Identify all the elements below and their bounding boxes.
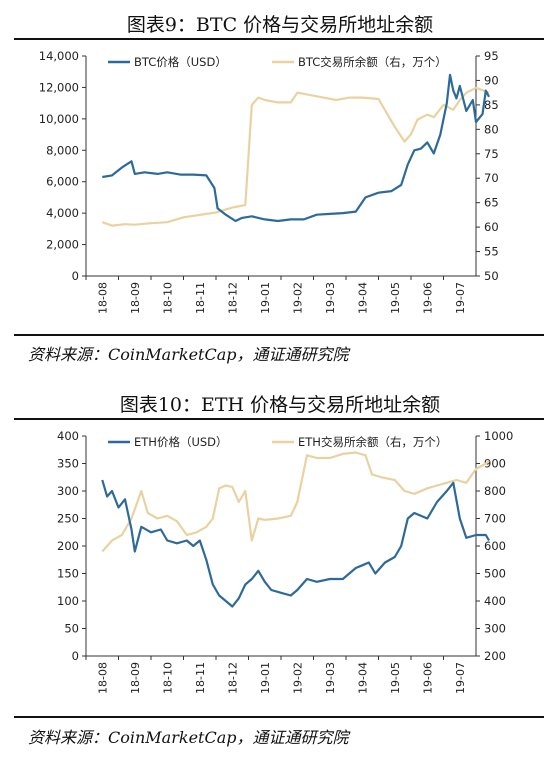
eth-right-tick-label: 1000 (484, 429, 513, 443)
eth-left-tick-label: 300 (57, 484, 79, 498)
figure-10-top-rule (14, 418, 544, 420)
btc-left-tick-label: 6,000 (46, 175, 79, 189)
figure-9-source: 资料来源：CoinMarketCap，通证通研究院 (28, 345, 349, 364)
btc-right-tick-label: 50 (484, 269, 499, 283)
eth-x-tick-label: 19-06 (421, 662, 434, 694)
eth-left-tick-label: 150 (57, 567, 79, 581)
eth-x-tick-label: 18-10 (161, 662, 174, 694)
figure-10-source: 资料来源：CoinMarketCap，通证通研究院 (28, 728, 349, 747)
btc-left-tick-label: 10,000 (39, 112, 79, 126)
btc-right-tick-label: 65 (484, 196, 499, 210)
btc-right-tick-label: 75 (484, 147, 499, 161)
eth-x-tick-label: 19-01 (259, 662, 272, 694)
btc-x-tick-label: 19-02 (291, 282, 304, 314)
eth-x-tick-label: 19-04 (356, 662, 369, 694)
eth-x-tick-label: 18-08 (96, 662, 109, 694)
eth-right-tick-label: 600 (484, 539, 506, 553)
btc-x-tick-label: 18-11 (194, 282, 207, 314)
btc-x-tick-label: 18-12 (226, 282, 239, 314)
eth-left-tick-label: 350 (57, 457, 79, 471)
eth-right-tick-label: 700 (484, 512, 506, 526)
btc-chart: 0 2,000 4,000 6,000 8,000 10,000 12,000 14,000 5… (39, 49, 499, 314)
btc-right-tick-label: 85 (484, 98, 499, 112)
eth-x-tick-label: 18-09 (129, 662, 142, 694)
btc-right-tick-label: 90 (484, 73, 499, 87)
figure-9-title: 图表9：BTC 价格与交易所地址余额 (126, 14, 434, 36)
eth-legend-label-1: ETH交易所余额（右，万个） (298, 435, 447, 449)
btc-left-tick-label: 0 (72, 269, 79, 283)
eth-x-tick-label: 19-02 (291, 662, 304, 694)
figure-9-top-rule (14, 38, 544, 40)
eth-x-tick-label: 19-07 (454, 662, 467, 694)
btc-x-tick-label: 19-07 (454, 282, 467, 314)
btc-x-tick-label: 18-09 (129, 282, 142, 314)
eth-left-tick-label: 50 (64, 622, 79, 636)
btc-x-tick-label: 19-05 (389, 282, 402, 314)
eth-x-tick-label: 19-05 (389, 662, 402, 694)
figure-9-bottom-rule (14, 334, 544, 336)
eth-left-tick-label: 100 (57, 594, 79, 608)
eth-right-tick-label: 500 (484, 567, 506, 581)
btc-left-tick-label: 8,000 (46, 143, 79, 157)
eth-left-tick-label: 200 (57, 539, 79, 553)
btc-right-tick-label: 95 (484, 49, 499, 63)
btc-right-tick-label: 70 (484, 171, 499, 185)
eth-x-tick-label: 18-12 (226, 662, 239, 694)
btc-left-tick-label: 12,000 (39, 80, 79, 94)
eth-right-tick-label: 900 (484, 457, 506, 471)
btc-series-price-line (102, 73, 490, 223)
btc-legend-label-1: BTC交易所余额（右，万个） (298, 55, 447, 69)
eth-x-tick-label: 18-11 (194, 662, 207, 694)
eth-right-tick-label: 400 (484, 594, 506, 608)
eth-right-tick-label: 800 (484, 484, 506, 498)
btc-right-tick-label: 55 (484, 245, 499, 259)
btc-left-tick-label: 4,000 (46, 206, 79, 220)
eth-left-tick-label: 0 (72, 649, 79, 663)
btc-right-tick-label: 60 (484, 220, 499, 234)
figure-10-bottom-rule (14, 716, 544, 718)
btc-x-tick-label: 19-04 (356, 282, 369, 314)
eth-left-tick-label: 250 (57, 512, 79, 526)
eth-series-balance-line (101, 451, 490, 553)
btc-right-tick-label: 80 (484, 122, 499, 136)
btc-left-tick-label: 2,000 (46, 238, 79, 252)
btc-legend-label-0: BTC价格（USD） (134, 55, 227, 69)
btc-series-balance-line (101, 86, 490, 227)
figure-10-title: 图表10：ETH 价格与交易所地址余额 (119, 394, 441, 416)
eth-left-tick-label: 400 (57, 429, 79, 443)
btc-x-tick-label: 18-10 (161, 282, 174, 314)
eth-chart: 0 50 100 150 200 250 300 350 400 200 300 400 500 600 7… (57, 429, 513, 694)
eth-right-tick-label: 300 (484, 622, 506, 636)
btc-x-tick-label: 19-03 (324, 282, 337, 314)
btc-x-tick-label: 19-06 (421, 282, 434, 314)
eth-right-tick-label: 200 (484, 649, 506, 663)
eth-series-price-line (101, 479, 490, 608)
btc-left-tick-label: 14,000 (39, 49, 79, 63)
eth-x-tick-label: 19-03 (324, 662, 337, 694)
btc-x-tick-label: 19-01 (259, 282, 272, 314)
eth-legend-label-0: ETH价格（USD） (134, 435, 228, 449)
btc-x-tick-label: 18-08 (96, 282, 109, 314)
